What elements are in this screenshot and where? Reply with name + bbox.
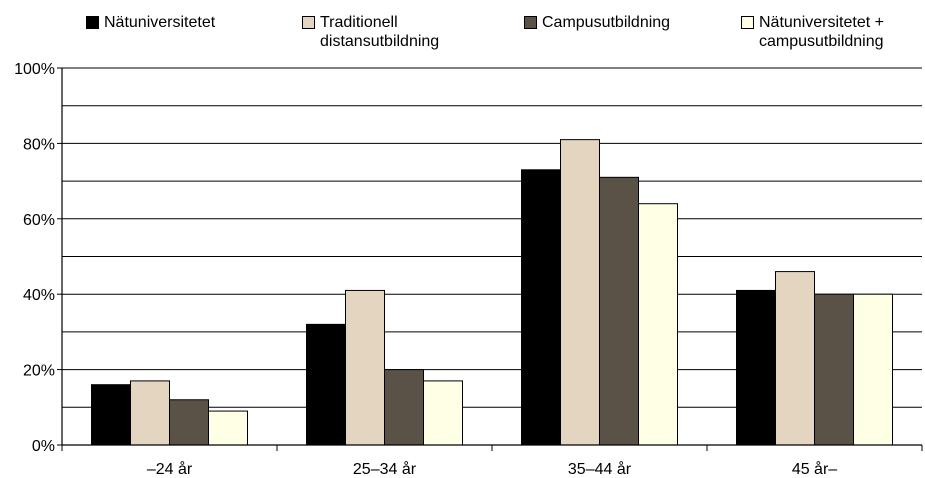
bar [638,203,678,446]
bar [814,293,854,446]
bar [853,293,893,446]
x-tick-label: 45 år– [792,460,837,478]
y-tick-label: 20% [23,363,55,380]
bar [208,410,248,446]
bar [775,271,815,446]
legend-item-natuniv-campus: Nätuniversitetet + campusutbildning [741,13,884,51]
legend-item-campusutbildning: Campusutbildning [524,13,670,32]
bar [521,169,561,446]
y-tick-label: 40% [23,287,55,304]
legend-label: Nätuniversitetet [104,14,216,31]
legend-label: Campusutbildning [542,14,671,31]
x-tick-label: 35–44 år [568,460,632,478]
legend-swatch [741,16,754,29]
bar [169,399,209,446]
legend-label: Nätuniversitetet + campusutbildning [759,14,884,50]
legend-label: Traditionell distansutbildning [320,14,440,50]
bar [423,380,463,446]
bar [384,369,424,446]
x-tick-label: –24 år [147,460,193,478]
bar [91,384,131,446]
legend-item-natuniversitetet: Nätuniversitetet [86,13,215,32]
bar [736,289,776,446]
legend: Nätuniversitetet Traditionell distansutb… [0,0,925,60]
bar [345,289,385,446]
bar [306,323,346,446]
y-tick-label: 60% [23,212,55,229]
bar [130,380,170,446]
legend-swatch [302,16,315,29]
legend-swatch [86,16,99,29]
bar [599,176,639,446]
legend-swatch [524,16,537,29]
bar [560,139,600,446]
y-tick-label: 0% [32,438,55,455]
y-tick-label: 100% [14,61,55,78]
legend-item-traditionell: Traditionell distansutbildning [302,13,439,51]
x-tick-label: 25–34 år [353,460,417,478]
y-tick-label: 80% [23,136,55,153]
